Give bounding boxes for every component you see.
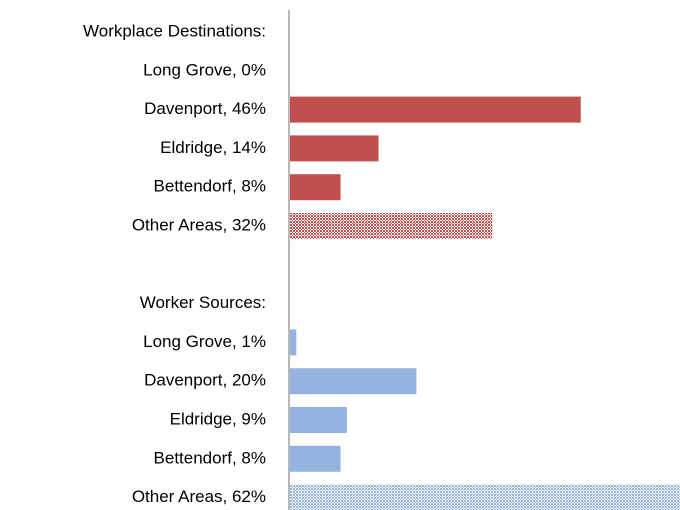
bar [290, 96, 581, 123]
group-title: Workplace Destinations: [83, 21, 266, 40]
bar [290, 368, 417, 395]
bar [290, 484, 680, 510]
category-label: Other Areas, 32% [132, 215, 266, 234]
category-label: Eldridge, 9% [170, 409, 266, 428]
category-label: Other Areas, 62% [132, 487, 266, 506]
category-label: Bettendorf, 8% [154, 177, 266, 196]
bar [290, 407, 347, 433]
category-label: Bettendorf, 8% [154, 448, 266, 467]
bar [290, 329, 297, 356]
category-label: Long Grove, 0% [143, 60, 266, 79]
category-label: Davenport, 20% [144, 371, 266, 390]
bar [290, 174, 341, 201]
bar [290, 135, 379, 162]
category-label: Eldridge, 14% [160, 138, 266, 157]
bar [290, 445, 341, 472]
group-title: Worker Sources: [140, 293, 266, 312]
bar [290, 213, 493, 239]
category-label: Davenport, 46% [144, 99, 266, 118]
category-label: Long Grove, 1% [143, 332, 266, 351]
